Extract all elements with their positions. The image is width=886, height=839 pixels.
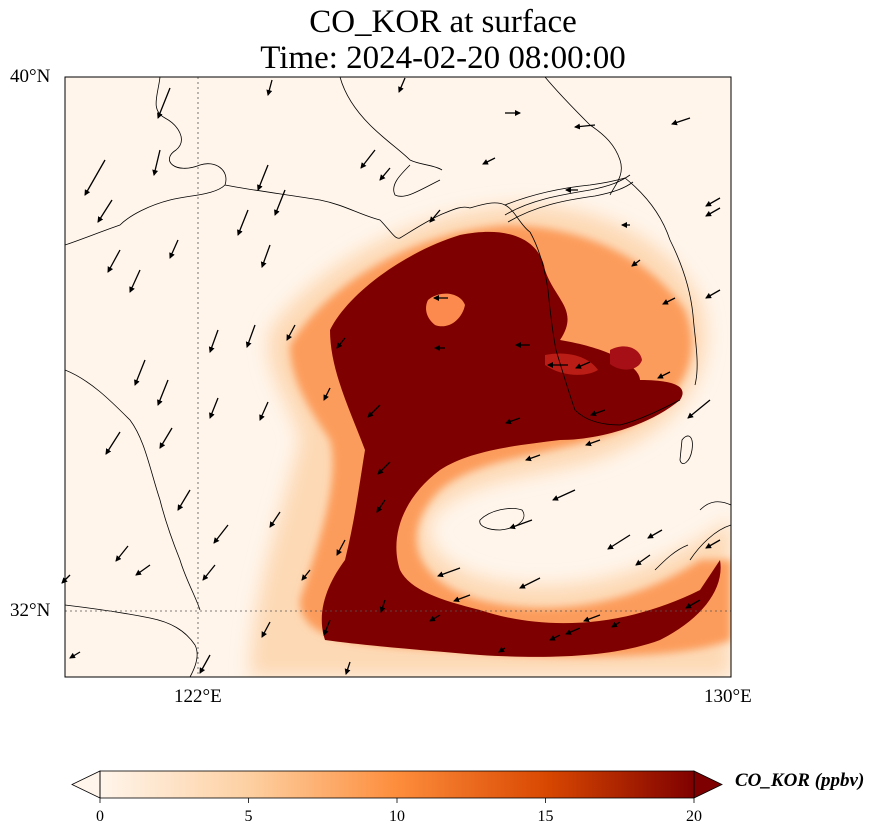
wind-arrow [260,244,271,268]
colorbar-tick-20: 20 [686,808,702,825]
wind-arrow [97,199,113,223]
wind-arrow [159,427,173,449]
wind-arrow [336,337,346,349]
wind-arrow [437,567,461,578]
wind-arrow [379,167,391,181]
wind-arrow [169,239,179,259]
wind-arrow [705,289,721,299]
colorbar-tick-15: 15 [537,808,554,825]
wind-arrow [115,545,129,562]
wind-arrow [177,489,191,511]
wind-arrow [607,534,631,550]
wind-arrow [105,431,121,455]
lat-tick-32n: 32°N [10,600,51,621]
wind-arrow [379,599,386,613]
wind-arrow [377,461,391,475]
concentration-field [250,205,731,677]
wind-arrow [429,614,441,622]
wind-arrow [135,564,151,576]
colorbar-label: CO_KOR (ppbv) [735,770,865,791]
map-frame [64,76,732,678]
wind-arrow [705,197,721,207]
wind-arrow [84,159,106,196]
wind-arrow [323,619,331,636]
colorbar-extend-min [71,770,101,799]
wind-arrow [301,569,311,581]
wind-arrow [360,149,376,169]
map-title-line1: CO_KOR at surface [309,4,577,40]
wind-arrow [482,157,496,165]
wind-arrow [209,397,219,419]
wind-arrow [336,539,346,556]
wind-arrow [69,651,81,659]
wind-arrow [266,79,273,96]
colorbar-tick-10: 10 [389,808,405,825]
wind-arrow [611,621,621,628]
wind-arrow [525,454,541,462]
wind-arrow [208,329,219,353]
wind-arrow [662,297,676,305]
wind-arrow [202,564,216,581]
wind-arrow [157,87,171,119]
wind-arrow [552,489,576,501]
wind-arrow [157,379,169,406]
wind-arrow [705,207,721,217]
wind-arrow [575,361,591,369]
wind-arrow [261,621,271,638]
wind-arrow [344,661,351,675]
wind-arrow [152,149,161,176]
wind-arrow [398,77,406,93]
lat-tick-40n: 40°N [10,66,51,87]
wind-arrow [687,399,711,419]
wind-arrow [705,539,721,549]
wind-arrow [257,164,269,191]
wind-arrow [107,249,121,273]
colorbar-tick-5: 5 [244,808,253,825]
lon-tick-130e: 130°E [704,686,752,707]
wind-arrow [286,324,296,341]
colorbar-extend-max [693,770,723,799]
wind-arrow [574,123,596,130]
wind-arrow [367,404,381,418]
wind-arrow [671,117,691,126]
wind-arrow [134,359,146,386]
wind-arrow [237,209,249,236]
gridlines [65,77,731,677]
coastlines [65,77,731,677]
wind-arrow [565,627,581,635]
wind-arrow [269,511,281,528]
wind-arrow [245,324,256,348]
wind-arrow [647,529,663,539]
wind-arrow [498,646,506,653]
wind-arrow [657,371,671,379]
wind-arrow [259,401,269,421]
wind-arrow [213,524,229,544]
colorbar-gradient [100,771,694,798]
wind-arrow [61,574,71,584]
wind-arrow [549,634,561,641]
wind-arrow [585,439,601,447]
wind-arrow [274,189,286,216]
wind-arrow [635,554,651,566]
lon-tick-122e: 122°E [174,686,222,707]
colorbar [71,770,723,803]
wind-arrow [376,499,386,513]
wind-arrow [323,387,331,401]
wind-arrow [519,577,541,589]
wind-arrow [685,599,701,609]
wind-arrow [129,269,141,293]
wind-arrow [631,259,641,267]
wind-arrow [429,209,441,223]
wind-arrow [505,417,521,425]
wind-arrow [583,614,601,623]
wind-arrow [590,409,606,417]
colorbar-tick-0: 0 [96,808,104,825]
wind-arrow [199,654,211,674]
wind-vectors [61,77,721,675]
map-title-line2: Time: 2024-02-20 08:00:00 [260,40,626,76]
wind-arrow [453,594,471,603]
wind-arrow [509,519,533,530]
